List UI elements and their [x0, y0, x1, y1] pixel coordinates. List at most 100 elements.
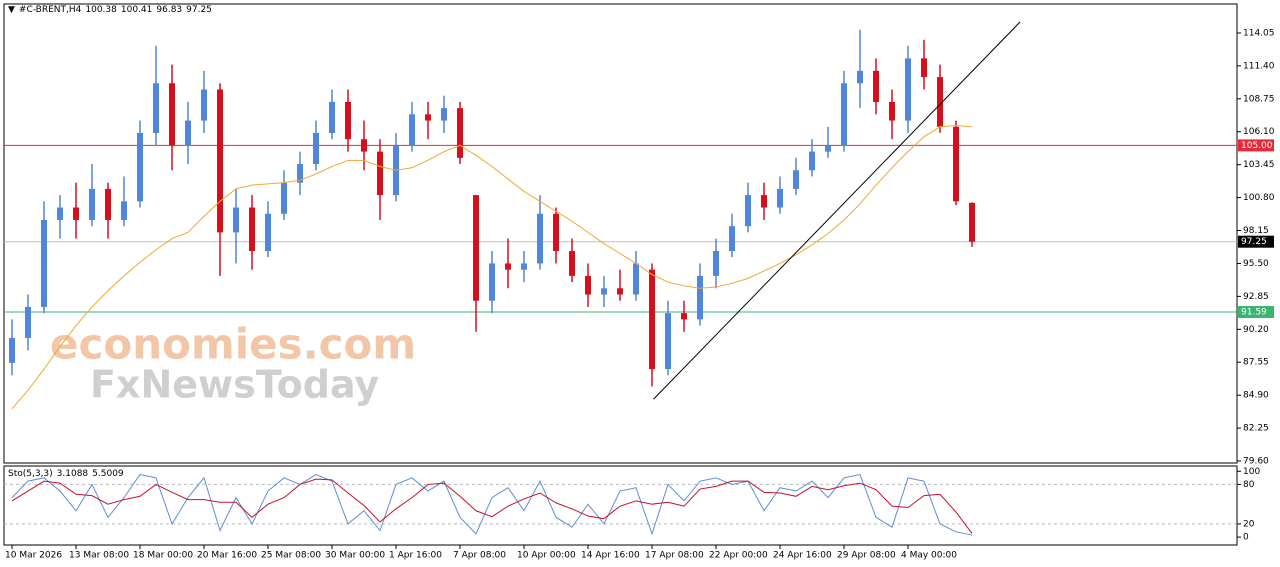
x-tick-label: 10 Apr 00:00	[517, 551, 576, 561]
candle-body	[761, 195, 767, 208]
candle-body	[249, 207, 255, 252]
candle-body	[297, 164, 303, 183]
candle-body	[905, 58, 911, 121]
candle-body	[969, 202, 975, 242]
candle-body	[665, 313, 671, 370]
x-tick-label: 1 Apr 16:00	[389, 551, 442, 561]
y-tick-label: 87.55	[1243, 358, 1269, 368]
candle-body	[697, 275, 703, 320]
candle-body	[777, 188, 783, 208]
chart-header: ▼ #C-BRENT,H4 100.38 100.41 96.83 97.25	[8, 5, 216, 15]
trendline	[653, 21, 1021, 400]
price-level-box	[1238, 235, 1274, 248]
price-panel	[3, 3, 1238, 464]
candle-body	[57, 207, 63, 220]
x-tick-label: 17 Apr 08:00	[645, 551, 704, 561]
y-tick-label: 100.80	[1243, 193, 1275, 203]
candle-body	[313, 132, 319, 165]
candle-body	[441, 108, 447, 121]
y-tick-label: 111.40	[1243, 61, 1275, 71]
candle-body	[537, 213, 543, 264]
candle-body	[169, 83, 175, 146]
candle-body	[889, 101, 895, 121]
candle-body	[265, 213, 271, 252]
candle-body	[873, 70, 879, 102]
candle-body	[633, 263, 639, 295]
y-tick-label: 106.10	[1243, 127, 1275, 137]
candle-body	[345, 101, 351, 140]
y-tick-label: 79.60	[1243, 457, 1269, 467]
candle-body	[457, 108, 463, 158]
candle-body	[89, 188, 95, 220]
candle-body	[185, 120, 191, 146]
y-tick-label: 90.20	[1243, 325, 1269, 335]
candle-body	[425, 114, 431, 121]
candle-body	[713, 251, 719, 276]
watermark: economies.com	[50, 320, 416, 369]
candle-body	[473, 195, 479, 301]
candle-body	[825, 145, 831, 152]
candle-body	[329, 101, 335, 133]
candle-body	[409, 114, 415, 146]
candle-body	[217, 89, 223, 233]
y-tick-label: 92.85	[1243, 292, 1269, 302]
indicator-header: Sto(5,3,3) 3.1088 5.5009	[8, 469, 128, 479]
menu-arrow[interactable]: ▼	[8, 5, 15, 15]
candle-body	[937, 77, 943, 127]
candle-body	[953, 126, 959, 202]
y-tick-label: 82.25	[1243, 424, 1269, 434]
candle-body	[201, 89, 207, 121]
candle-body	[377, 151, 383, 196]
candle-body	[793, 170, 799, 189]
candle-body	[281, 182, 287, 214]
x-tick-label: 20 Mar 16:00	[197, 551, 257, 561]
price-level-box	[1238, 139, 1274, 152]
candle-body	[841, 83, 847, 146]
candle-body	[505, 263, 511, 270]
stochastic-main	[11, 473, 973, 536]
candle-body	[857, 70, 863, 84]
candle-body	[361, 139, 367, 152]
candle-body	[569, 251, 575, 276]
candle-body	[809, 151, 815, 171]
watermark: FxNewsToday	[90, 363, 379, 407]
indicator-signal-value: 5.5009	[92, 469, 124, 479]
indicator-name: Sto(5,3,3)	[8, 469, 53, 479]
y-tick-label: 103.45	[1243, 160, 1275, 170]
last-high: 100.41	[120, 5, 153, 15]
last-close: 97.25	[186, 5, 212, 15]
last-open: 100.38	[85, 5, 117, 15]
candle-body	[921, 58, 927, 78]
y-tick-label: 84.90	[1243, 391, 1269, 401]
x-tick-label: 18 Mar 00:00	[133, 551, 193, 561]
y-tick-label: 98.15	[1243, 226, 1269, 236]
symbol: #C-BRENT,H4	[18, 5, 82, 15]
indicator-tick-label: 80	[1243, 480, 1255, 490]
price-level-label: 105.00	[1241, 141, 1273, 151]
candle-body	[137, 132, 143, 202]
x-tick-label: 30 Mar 00:00	[325, 551, 385, 561]
candle-body	[681, 313, 687, 320]
price-plot	[4, 21, 1237, 410]
x-tick-label: 29 Apr 08:00	[837, 551, 896, 561]
x-tick-label: 22 Apr 00:00	[709, 551, 768, 561]
indicator-main-value: 3.1088	[56, 469, 89, 479]
candle-body	[105, 188, 111, 220]
candle-body	[489, 263, 495, 301]
candle-body	[121, 201, 127, 220]
indicator-tick-label: 0	[1243, 533, 1249, 543]
candle-body	[745, 195, 751, 227]
x-tick-label: 14 Apr 16:00	[581, 551, 640, 561]
indicator-plot	[4, 473, 1237, 536]
x-tick-label: 10 Mar 2026	[5, 551, 62, 561]
candle-body	[73, 207, 79, 220]
last-low: 96.83	[156, 5, 183, 15]
moving-average	[11, 125, 973, 410]
price-level-label: 97.25	[1241, 237, 1267, 247]
candle-body	[153, 83, 159, 133]
indicator-tick-label: 100	[1243, 467, 1260, 477]
candle-body	[729, 226, 735, 252]
x-tick-label: 7 Apr 08:00	[453, 551, 506, 561]
